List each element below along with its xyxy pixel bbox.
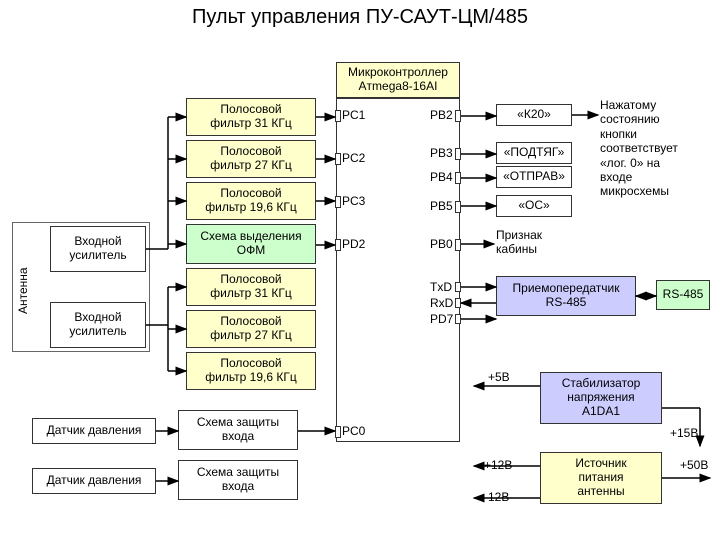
pin-pc2: PC2: [342, 151, 365, 165]
transceiver-label: Приемопередатчик RS-485: [513, 282, 620, 310]
pin-txd: TxD: [430, 280, 452, 294]
mcu-header: Микроконтроллер Aтmega8-16AI: [336, 62, 460, 98]
filter-31b: Полосовой фильтр 31 КГц: [186, 268, 316, 306]
power: Источник питания антенны: [540, 452, 662, 504]
pin-pb2: PB2: [430, 108, 453, 122]
amp2-label: Входной усилитель: [69, 311, 126, 339]
pinbox-pc0: [335, 426, 341, 438]
pinbox-pc2: [335, 153, 341, 165]
mcu-header-label: Микроконтроллер Aтmega8-16AI: [348, 66, 448, 94]
pin-pd2: PD2: [342, 237, 365, 251]
filter-19b: Полосовой фильтр 19,6 КГц: [186, 352, 316, 390]
note-text: Нажатому состоянию кнопки соответствует …: [600, 98, 715, 199]
filter-31a: Полосовой фильтр 31 КГц: [186, 98, 316, 136]
amp1-label: Входной усилитель: [69, 235, 126, 263]
filter-19a-label: Полосовой фильтр 19,6 КГц: [205, 187, 296, 215]
pinbox-pb3: [455, 148, 461, 160]
protect1-label: Схема защиты входа: [197, 416, 279, 444]
antenna-label: Антенна: [16, 236, 30, 346]
sensor2: Датчик давления: [32, 468, 156, 494]
pin-pb0: PB0: [430, 237, 453, 251]
pinbox-txd: [455, 282, 461, 292]
power-label: Источник питания антенны: [575, 457, 626, 498]
btn-os-label: «ОС»: [518, 199, 549, 213]
flag-label: Признак кабины: [496, 228, 596, 257]
filter-19b-label: Полосовой фильтр 19,6 КГц: [205, 357, 296, 385]
btn-k20: «К20»: [496, 104, 572, 126]
pinbox-rxd: [455, 298, 461, 308]
volt-15: +15В: [670, 426, 698, 440]
volt-50: +50В: [680, 458, 708, 472]
amp2: Входной усилитель: [50, 302, 146, 348]
pinbox-pd2: [335, 239, 341, 251]
pin-pb4: PB4: [430, 170, 453, 184]
stabilizer: Стабилизатор напряжения A1DA1: [540, 372, 662, 424]
pinbox-pb5: [455, 201, 461, 213]
pin-rxd: RxD: [430, 296, 453, 310]
protect2-label: Схема защиты входа: [197, 466, 279, 494]
pin-pc1: PC1: [342, 108, 365, 122]
pin-pc3: PC3: [342, 194, 365, 208]
btn-podtyag: «ПОДТЯГ»: [496, 142, 572, 164]
btn-otprav: «ОТПРАВ»: [496, 166, 572, 188]
pin-pd7: PD7: [430, 312, 453, 326]
pin-pb3: PB3: [430, 146, 453, 160]
protect1: Схема защиты входа: [178, 410, 298, 450]
pin-pb5: PB5: [430, 199, 453, 213]
btn-os: «ОС»: [496, 195, 572, 217]
stabilizer-label: Стабилизатор напряжения A1DA1: [562, 377, 641, 418]
volt-5: +5В: [488, 370, 510, 384]
page-title: Пульт управления ПУ-САУТ-ЦМ/485: [0, 6, 720, 29]
btn-podtyag-label: «ПОДТЯГ»: [504, 146, 565, 160]
btn-otprav-label: «ОТПРАВ»: [503, 170, 565, 184]
filter-31b-label: Полосовой фильтр 31 КГц: [210, 273, 291, 301]
filter-27a-label: Полосовой фильтр 27 КГц: [210, 145, 291, 173]
volt-m12: -12В: [484, 490, 509, 504]
btn-k20-label: «К20»: [517, 108, 551, 122]
sensor2-label: Датчик давления: [47, 474, 142, 488]
volt-p12: +12В: [484, 458, 512, 472]
filter-31a-label: Полосовой фильтр 31 КГц: [210, 103, 291, 131]
pinbox-pb4: [455, 172, 461, 184]
rs485-label: RS-485: [663, 288, 704, 302]
ofm: Схема выделения ОФМ: [186, 224, 316, 264]
pinbox-pd7: [455, 314, 461, 324]
pinbox-pb2: [455, 110, 461, 122]
filter-27a: Полосовой фильтр 27 КГц: [186, 140, 316, 178]
protect2: Схема защиты входа: [178, 460, 298, 500]
sensor1: Датчик давления: [32, 418, 156, 444]
filter-19a: Полосовой фильтр 19,6 КГц: [186, 182, 316, 220]
sensor1-label: Датчик давления: [47, 424, 142, 438]
amp1: Входной усилитель: [50, 226, 146, 272]
filter-27b-label: Полосовой фильтр 27 КГц: [210, 315, 291, 343]
transceiver: Приемопередатчик RS-485: [496, 276, 636, 316]
rs485: RS-485: [656, 280, 710, 310]
pinbox-pc1: [335, 110, 341, 122]
ofm-label: Схема выделения ОФМ: [200, 230, 301, 258]
pinbox-pc3: [335, 196, 341, 208]
pinbox-pb0: [455, 239, 461, 251]
pin-pc0: PC0: [342, 424, 365, 438]
filter-27b: Полосовой фильтр 27 КГц: [186, 310, 316, 348]
